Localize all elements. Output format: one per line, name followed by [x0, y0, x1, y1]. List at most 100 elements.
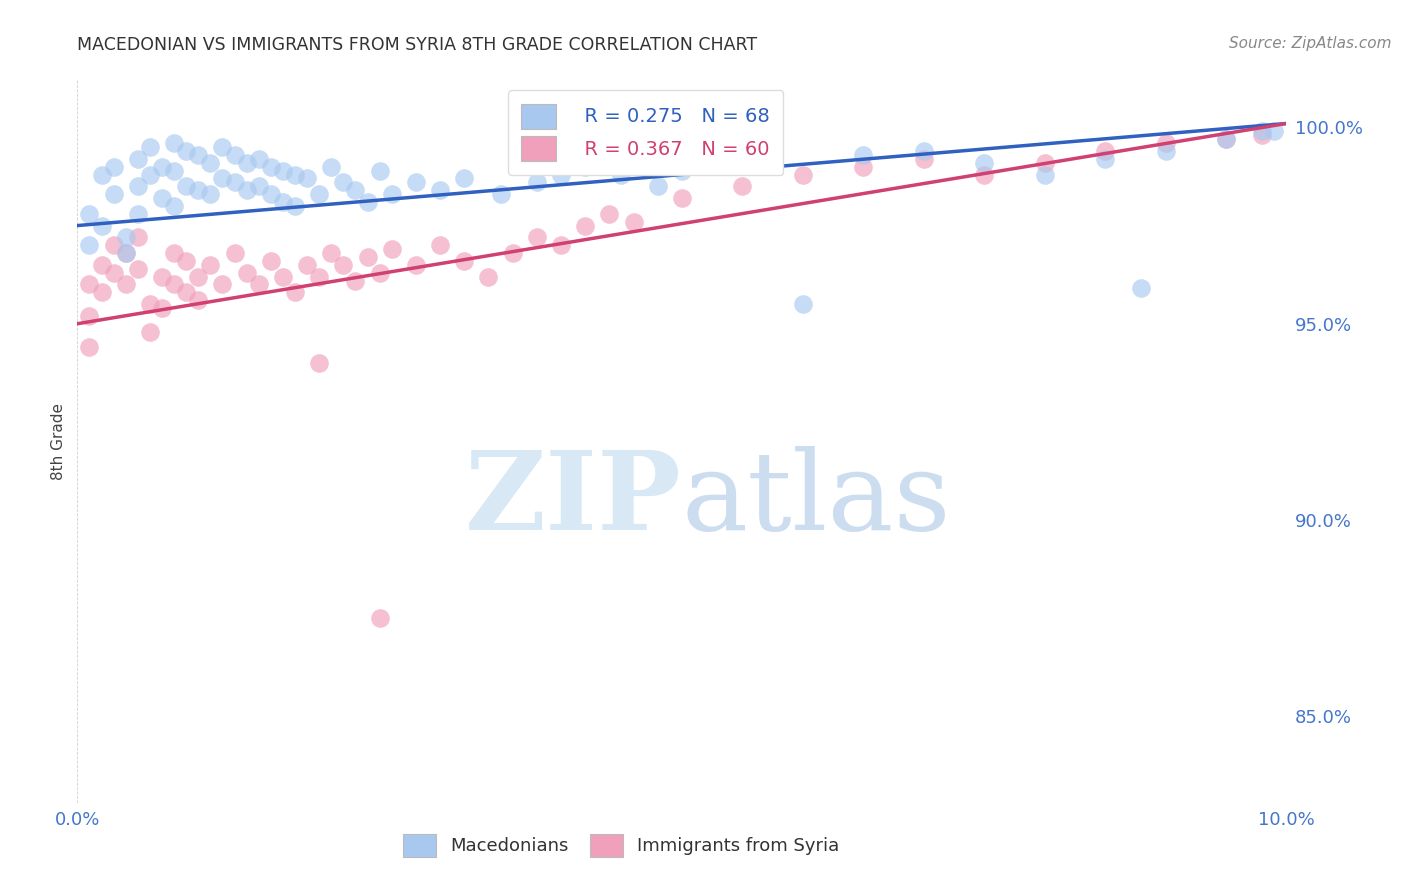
Point: [550, 168, 572, 182]
Point: [114, 246, 136, 260]
Point: [344, 183, 367, 197]
Point: [271, 163, 294, 178]
Point: [139, 325, 162, 339]
Point: [163, 199, 186, 213]
Point: [200, 187, 222, 202]
Point: [163, 136, 186, 150]
Point: [79, 277, 101, 292]
Point: [368, 266, 391, 280]
Point: [174, 179, 197, 194]
Point: [1215, 132, 1237, 146]
Point: [163, 246, 186, 260]
Point: [211, 171, 233, 186]
Point: [247, 152, 270, 166]
Point: [150, 269, 173, 284]
Point: [90, 168, 112, 182]
Point: [308, 269, 330, 284]
Point: [235, 266, 257, 280]
Point: [368, 611, 391, 625]
Point: [187, 148, 209, 162]
Y-axis label: 8th Grade: 8th Grade: [51, 403, 66, 480]
Point: [163, 277, 186, 292]
Point: [103, 266, 125, 280]
Point: [453, 254, 475, 268]
Point: [163, 163, 186, 178]
Point: [453, 171, 475, 186]
Point: [973, 168, 995, 182]
Point: [103, 238, 125, 252]
Point: [477, 269, 499, 284]
Point: [114, 246, 136, 260]
Point: [150, 160, 173, 174]
Point: [174, 285, 197, 300]
Point: [224, 246, 246, 260]
Point: [284, 285, 307, 300]
Point: [647, 179, 669, 194]
Point: [405, 175, 427, 189]
Point: [598, 207, 620, 221]
Point: [1033, 168, 1056, 182]
Point: [1154, 136, 1177, 150]
Point: [526, 230, 548, 244]
Point: [295, 258, 318, 272]
Point: [912, 144, 935, 158]
Point: [174, 254, 197, 268]
Point: [247, 277, 270, 292]
Point: [912, 152, 935, 166]
Point: [235, 155, 257, 169]
Point: [1154, 144, 1177, 158]
Point: [1251, 128, 1274, 143]
Point: [308, 356, 330, 370]
Point: [127, 179, 149, 194]
Point: [526, 175, 548, 189]
Point: [235, 183, 257, 197]
Point: [127, 152, 149, 166]
Point: [332, 175, 354, 189]
Point: [139, 168, 162, 182]
Point: [224, 175, 246, 189]
Point: [381, 187, 404, 202]
Point: [429, 238, 451, 252]
Point: [127, 261, 149, 276]
Point: [103, 187, 125, 202]
Point: [211, 140, 233, 154]
Point: [200, 155, 222, 169]
Point: [150, 191, 173, 205]
Point: [356, 194, 378, 209]
Point: [574, 160, 596, 174]
Point: [321, 246, 343, 260]
Point: [79, 207, 101, 221]
Point: [260, 160, 283, 174]
Point: [356, 250, 378, 264]
Point: [211, 277, 233, 292]
Point: [90, 219, 112, 233]
Point: [271, 194, 294, 209]
Point: [295, 171, 318, 186]
Point: [574, 219, 596, 233]
Point: [187, 183, 209, 197]
Point: [260, 187, 283, 202]
Point: [1094, 152, 1116, 166]
Point: [1130, 281, 1153, 295]
Point: [224, 148, 246, 162]
Point: [502, 246, 524, 260]
Point: [731, 155, 754, 169]
Point: [623, 214, 645, 228]
Point: [1033, 155, 1056, 169]
Point: [79, 340, 101, 354]
Point: [187, 293, 209, 308]
Point: [852, 160, 875, 174]
Point: [284, 199, 307, 213]
Text: Source: ZipAtlas.com: Source: ZipAtlas.com: [1229, 36, 1392, 51]
Point: [200, 258, 222, 272]
Point: [405, 258, 427, 272]
Point: [150, 301, 173, 315]
Point: [127, 230, 149, 244]
Point: [90, 285, 112, 300]
Point: [332, 258, 354, 272]
Text: MACEDONIAN VS IMMIGRANTS FROM SYRIA 8TH GRADE CORRELATION CHART: MACEDONIAN VS IMMIGRANTS FROM SYRIA 8TH …: [77, 36, 758, 54]
Point: [671, 163, 693, 178]
Point: [127, 207, 149, 221]
Point: [321, 160, 343, 174]
Point: [90, 258, 112, 272]
